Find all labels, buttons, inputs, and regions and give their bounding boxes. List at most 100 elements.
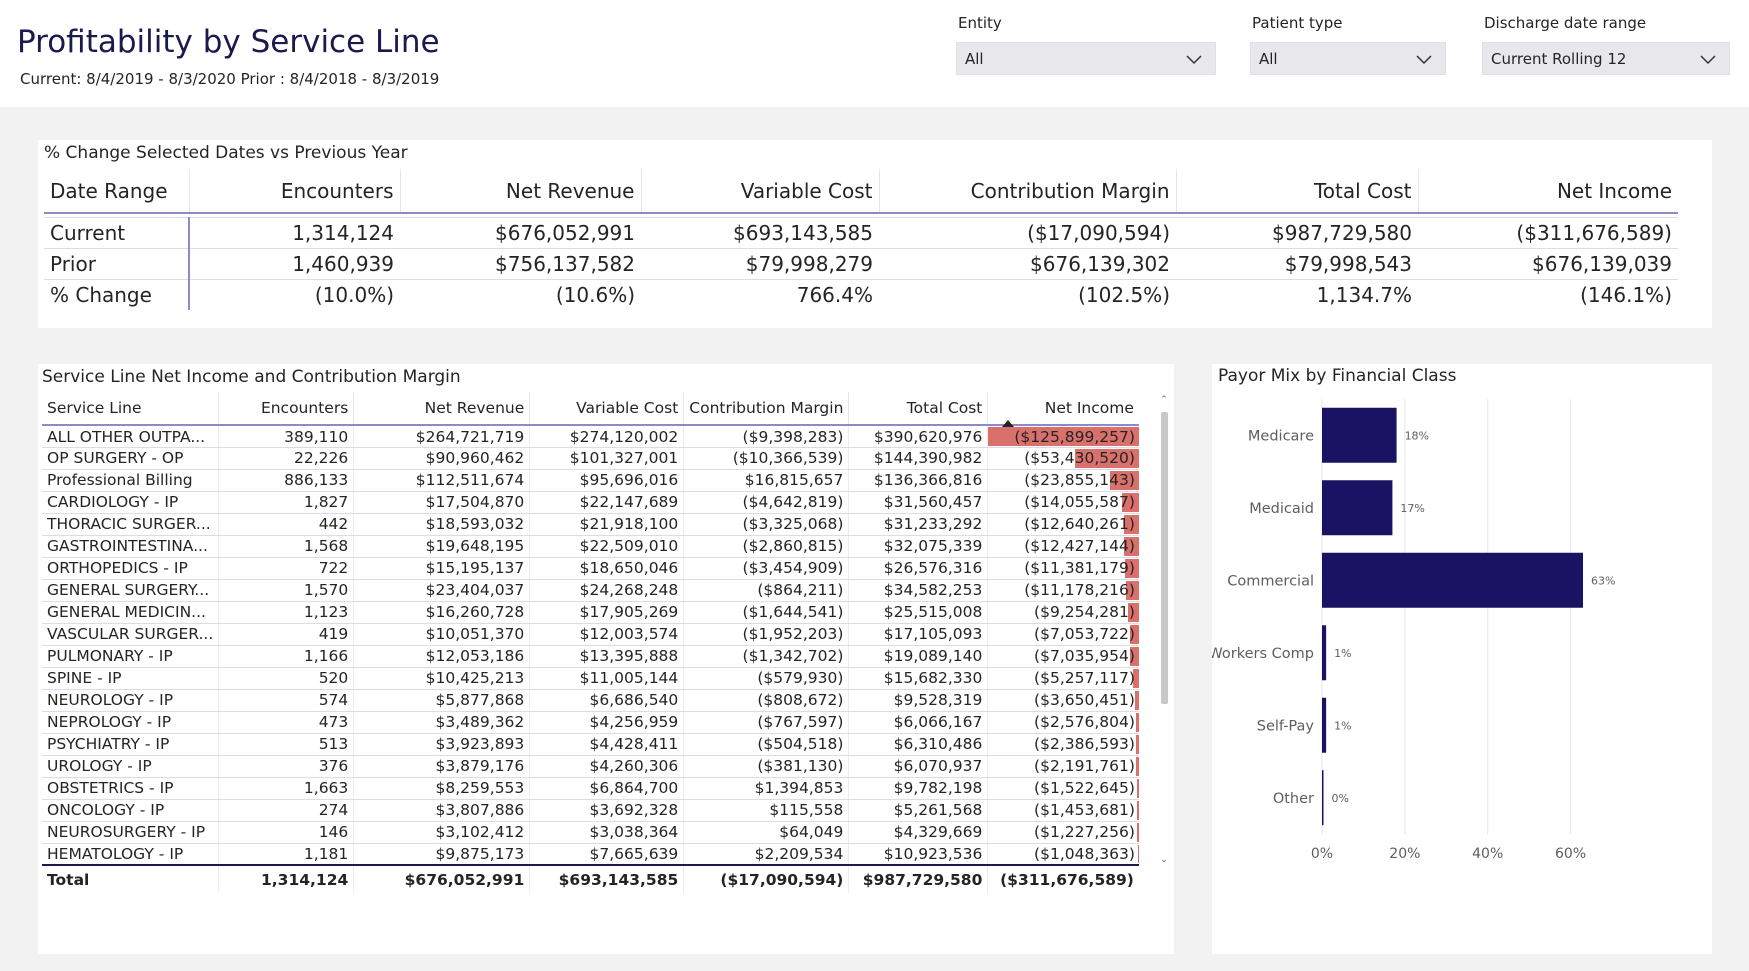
service-line-row[interactable]: GENERAL MEDICIN... 1,123 $16,260,728 $17,90… [42,601,1139,624]
summary-col-header[interactable]: Net Income [1556,178,1672,203]
summary-col-header[interactable]: Contribution Margin [879,169,1177,213]
service-line-col-header[interactable]: Net Revenue [353,392,531,426]
service-line-cell: 22,226 [218,447,355,470]
service-line-row[interactable]: PULMONARY - IP 1,166 $12,053,186 $13,395,88… [42,645,1139,668]
service-line-row[interactable]: GENERAL SURGERY... 1,570 $23,404,037 $24,26… [42,579,1139,602]
patient-type-dropdown[interactable]: All [1250,42,1446,75]
service-line-row[interactable]: NEUROSURGERY - IP 146 $3,102,412 $3,038,364… [42,821,1139,844]
service-line-row[interactable]: OBSTETRICS - IP 1,663 $8,259,553 $6,864,700… [42,777,1139,800]
payor-bar[interactable] [1322,697,1327,753]
service-line-row[interactable]: PSYCHIATRY - IP 513 $3,923,893 $4,428,411 ($… [42,733,1139,756]
summary-col-header[interactable]: Net Revenue [400,169,642,213]
net-income-cell: ($23,855,143) [987,469,1139,492]
summary-row-prior: Prior 1,460,939 $756,137,582 $79,998,279… [44,248,1678,279]
service-line-cell: $3,923,893 [353,733,531,756]
service-line-cell: $3,807,886 [353,799,531,822]
summary-cell: $676,139,039 [1532,251,1672,276]
net-income-value: ($9,254,281) [1034,603,1135,621]
service-line-cell: $5,261,568 [848,799,989,822]
service-line-cell: ($2,860,815) [683,535,850,558]
service-line-row[interactable]: GASTROINTESTINA... 1,568 $19,648,195 $22,50… [42,535,1139,558]
service-line-cell: $31,233,292 [848,513,989,536]
payor-mix-title: Payor Mix by Financial Class [1218,366,1457,386]
chevron-down-icon [1186,54,1202,64]
net-income-value: ($125,899,257) [1014,428,1135,447]
discharge-date-dropdown[interactable]: Current Rolling 12 [1482,42,1730,75]
net-income-databar [1130,646,1139,666]
entity-filter-label: Entity [958,14,1002,32]
scroll-down-icon[interactable]: ⌄ [1160,855,1168,865]
service-line-row[interactable]: NEUROLOGY - IP 574 $5,877,868 $6,686,540 ($8… [42,689,1139,712]
service-line-cell: $11,005,144 [529,667,685,690]
service-line-cell: $274,120,002 [529,425,685,448]
service-line-cell: 886,133 [218,469,355,492]
service-line-cell: $101,327,001 [529,447,685,470]
data-label: 63% [1591,574,1615,587]
category-label: Commercial [1227,573,1314,589]
service-line-row[interactable]: VASCULAR SURGER... 419 $10,051,370 $12,003,… [42,623,1139,646]
summary-col-header[interactable]: Variable Cost [641,169,880,213]
service-line-name: GASTROINTESTINA... [42,535,220,558]
service-line-cell: ($767,597) [683,711,850,734]
service-line-col-header[interactable]: Contribution Margin [683,392,850,426]
service-line-cell: $6,310,486 [848,733,989,756]
service-line-cell: ($808,672) [683,689,850,712]
service-line-row[interactable]: ONCOLOGY - IP 274 $3,807,886 $3,692,328 $115… [42,799,1139,822]
data-label: 17% [1400,502,1424,515]
net-income-cell: ($5,257,117) [987,667,1139,690]
net-income-databar [1122,492,1139,512]
payor-bar[interactable] [1322,480,1393,536]
summary-col-header[interactable]: Date Range [44,169,190,213]
service-line-cell: 389,110 [218,425,355,448]
payor-bar[interactable] [1322,770,1324,826]
payor-bar[interactable] [1322,552,1583,608]
sort-descending-icon[interactable] [1002,420,1014,427]
summary-col-header[interactable]: Encounters [189,169,401,213]
entity-dropdown-value: All [965,49,984,68]
service-line-name: NEUROLOGY - IP [42,689,220,712]
service-line-col-header[interactable]: Encounters [218,392,355,426]
service-line-cell: $17,905,269 [529,601,685,624]
service-line-row[interactable]: ALL OTHER OUTPA... 389,110 $264,721,719 $27… [42,425,1139,448]
service-line-cell: $22,509,010 [529,535,685,558]
patient-type-filter: Patient type All [1250,14,1446,75]
service-line-name: OBSTETRICS - IP [42,777,220,800]
service-line-row[interactable]: UROLOGY - IP 376 $3,879,176 $4,260,306 ($381… [42,755,1139,778]
scrollbar-thumb[interactable] [1161,412,1168,704]
service-line-row[interactable]: CARDIOLOGY - IP 1,827 $17,504,870 $22,147,6… [42,491,1139,514]
scroll-up-icon[interactable]: ⌃ [1160,395,1168,405]
service-line-cell: $6,686,540 [529,689,685,712]
service-line-cell: ($1,342,702) [683,645,850,668]
summary-cell: $987,729,580 [1272,220,1412,245]
payor-bar[interactable] [1322,407,1397,463]
service-line-col-header[interactable]: Total Cost [848,392,989,426]
service-line-cell: 274 [218,799,355,822]
payor-bar[interactable] [1322,625,1327,681]
entity-dropdown[interactable]: All [956,42,1216,75]
net-income-databar [1137,822,1139,842]
summary-cell: $79,998,543 [1284,251,1412,276]
service-line-name: NEUROSURGERY - IP [42,821,220,844]
service-line-row[interactable]: SPINE - IP 520 $10,425,213 $11,005,144 ($579… [42,667,1139,690]
service-line-row[interactable]: NEPROLOGY - IP 473 $3,489,362 $4,256,959 ($7… [42,711,1139,734]
summary-header-row: Date Range Encounters Net Revenue Variab… [44,169,1678,213]
net-income-databar [1136,756,1139,776]
service-line-cell: $95,696,016 [529,469,685,492]
service-line-name: OP SURGERY - OP [42,447,220,470]
summary-col-header[interactable]: Total Cost [1176,169,1419,213]
service-line-cell: 1,570 [218,579,355,602]
service-line-row[interactable]: Professional Billing 886,133 $112,511,674 $… [42,469,1139,492]
vertical-scrollbar[interactable]: ⌃ ⌄ [1159,394,1169,866]
total-cell: ($311,676,589) [987,864,1139,893]
service-line-col-header[interactable]: Variable Cost [529,392,685,426]
service-line-cell: $31,560,457 [848,491,989,514]
service-line-cell: $3,489,362 [353,711,531,734]
service-line-row[interactable]: THORACIC SURGER... 442 $18,593,032 $21,918,… [42,513,1139,536]
service-line-cell: ($864,211) [683,579,850,602]
service-line-row[interactable]: ORTHOPEDICS - IP 722 $15,195,137 $18,650,04… [42,557,1139,580]
service-line-col-header[interactable]: Service Line [42,392,220,426]
service-line-cell: ($10,366,539) [683,447,850,470]
service-line-row[interactable]: HEMATOLOGY - IP 1,181 $9,875,173 $7,665,639… [42,843,1139,866]
service-line-row[interactable]: OP SURGERY - OP 22,226 $90,960,462 $101,327… [42,447,1139,470]
net-income-col-header-label: Net Income [1044,399,1134,417]
